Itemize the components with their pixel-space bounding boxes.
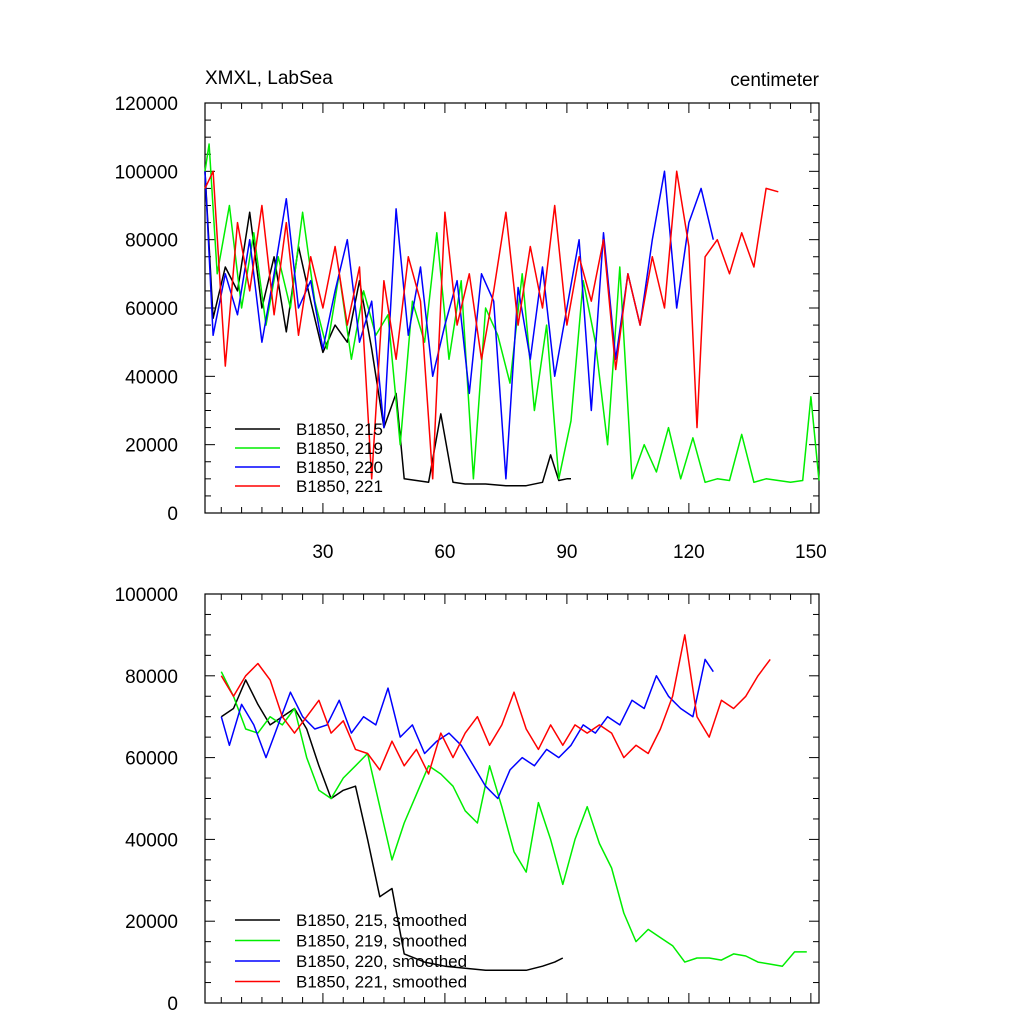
bottom-panel-chart: 0 20000 40000 60000 80000 100000 B1850, 215, s… [115, 585, 820, 1015]
series-line-2 [220, 671, 807, 967]
top-panel-chart: XMXL, LabSea centimeter 0 20000 40000 60000… [115, 68, 827, 563]
y-tick-label: 120000 [115, 94, 178, 115]
y-tick-label: 0 [167, 994, 178, 1015]
legend-label: B1850, 221, smoothed [296, 973, 467, 992]
series-line-4 [220, 634, 771, 775]
x-tick-label: 90 [556, 542, 577, 563]
legend-label: B1850, 215, smoothed [296, 911, 467, 930]
series-line-3 [204, 170, 715, 480]
x-tick-label: 120 [673, 542, 705, 563]
x-tick-label: 60 [434, 542, 455, 563]
chart-title: XMXL, LabSea [205, 68, 333, 89]
legend-label: B1850, 219, smoothed [296, 932, 467, 951]
y-tick-label: 100000 [115, 585, 178, 606]
y-tick-label: 100000 [115, 162, 178, 183]
series-line-3 [220, 658, 714, 800]
y-tick-label: 40000 [125, 367, 178, 388]
series-line-1 [220, 679, 564, 972]
y-tick-label: 40000 [125, 830, 178, 851]
units-label: centimeter [730, 70, 819, 91]
legend-label: B1850, 220 [296, 458, 383, 477]
x-tick-label: 30 [312, 542, 333, 563]
legend-label: B1850, 219 [296, 439, 383, 458]
series-line-4 [204, 170, 779, 480]
legend-label: B1850, 221 [296, 477, 383, 496]
legend-label: B1850, 215 [296, 420, 383, 439]
y-tick-label: 60000 [125, 299, 178, 320]
y-tick-label: 0 [167, 504, 178, 525]
y-tick-label: 20000 [125, 912, 178, 933]
y-tick-label: 60000 [125, 749, 178, 770]
y-tick-label: 80000 [125, 667, 178, 688]
series-line-2 [204, 143, 820, 484]
x-tick-label: 150 [795, 542, 827, 563]
legend-label: B1850, 220, smoothed [296, 952, 467, 971]
y-tick-label: 80000 [125, 231, 178, 252]
y-tick-label: 20000 [125, 436, 178, 457]
